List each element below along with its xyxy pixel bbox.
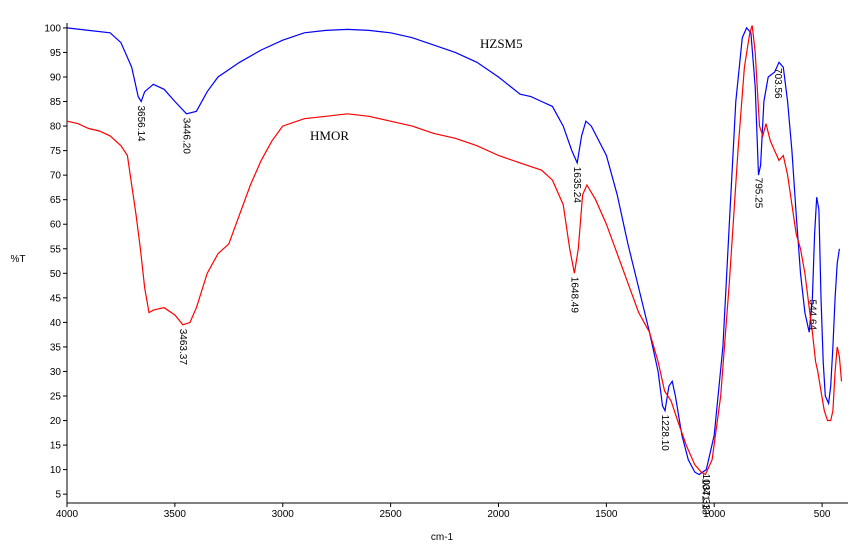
y-tick-label: 100: [44, 23, 61, 34]
y-tick-label: 70: [50, 171, 62, 182]
y-tick-label: 10: [50, 465, 62, 476]
x-tick-label: 3000: [272, 509, 295, 520]
peak-label: 1041.13: [699, 479, 710, 516]
x-axis-label: cm-1: [431, 532, 454, 543]
x-tick-label: 3500: [164, 509, 187, 520]
y-tick-label: 35: [50, 342, 62, 353]
series-label: HZSM5: [480, 36, 523, 51]
y-tick-label: 20: [50, 416, 62, 427]
y-tick-label: 60: [50, 220, 62, 231]
spectrum-line: [66, 26, 840, 476]
peak-label: 1635.24: [571, 167, 582, 204]
y-tick-label: 95: [50, 48, 62, 59]
y-tick-label: 85: [50, 97, 62, 108]
y-tick-label: 45: [50, 293, 62, 304]
peak-label: 1037.33: [700, 474, 711, 511]
y-tick-label: 30: [50, 367, 62, 378]
y-tick-label: 90: [50, 72, 62, 83]
peak-label: 544.64: [806, 300, 817, 331]
spectrum-line: [66, 25, 843, 476]
y-tick-label: 15: [50, 441, 62, 452]
peak-label: 3446.20: [180, 118, 191, 155]
peak-label: 703.56: [772, 68, 783, 99]
y-tick-label: 5: [55, 490, 61, 501]
x-tick-label: 2000: [487, 509, 510, 520]
peak-label: 3463.37: [177, 329, 188, 366]
x-tick-label: 4000: [56, 509, 79, 520]
y-tick-label: 25: [50, 392, 62, 403]
series-label: HMOR: [310, 128, 349, 143]
y-tick-label: 50: [50, 269, 62, 280]
peak-label: 3656.14: [135, 105, 146, 142]
x-tick-label: 1500: [595, 509, 618, 520]
x-tick-label: 1000: [703, 509, 726, 520]
peak-label: 1228.10: [659, 415, 670, 452]
x-tick-label: 500: [814, 509, 831, 520]
x-tick-label: 2500: [379, 509, 402, 520]
y-tick-label: 75: [50, 146, 62, 157]
peak-label: 795.25: [752, 178, 763, 209]
peak-label: 1648.49: [568, 277, 579, 314]
y-tick-label: 80: [50, 122, 62, 133]
y-tick-label: 55: [50, 244, 62, 255]
y-axis-label: %T: [11, 254, 26, 265]
y-tick-label: 65: [50, 195, 62, 206]
y-tick-label: 40: [50, 318, 62, 329]
